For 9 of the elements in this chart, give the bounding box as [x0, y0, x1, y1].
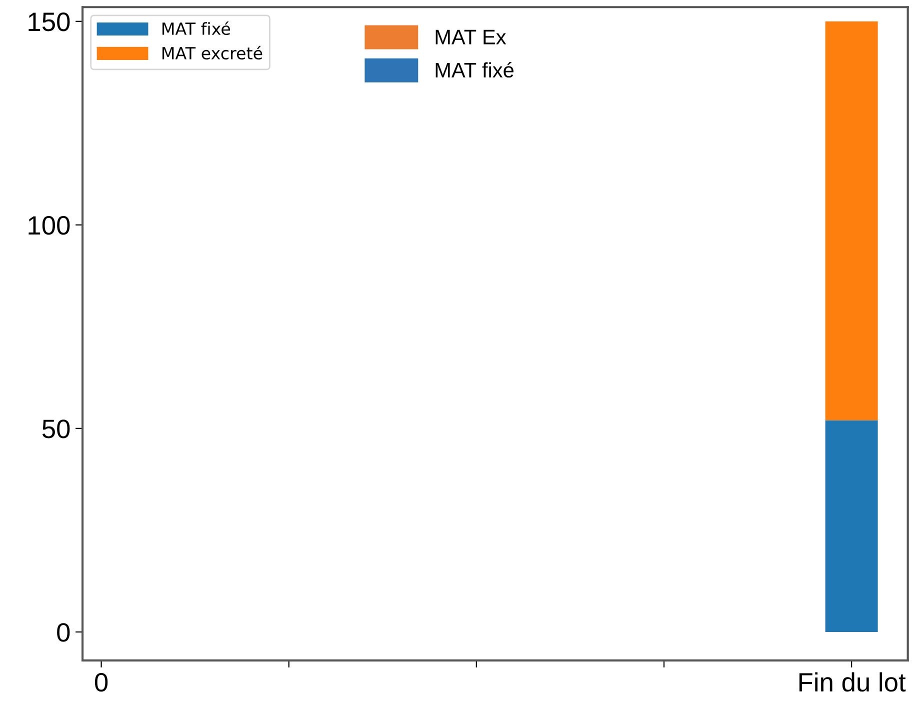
y-tick-label: 150 [28, 12, 70, 32]
legend-label: MAT Ex [436, 30, 506, 44]
x-tick-label: Fin du lot [799, 672, 906, 692]
legend-label: MAT fixé [436, 62, 514, 78]
legend-label: MAT excreté [162, 46, 262, 60]
y-tick-label: 50 [42, 420, 70, 438]
y-tick-label: 100 [28, 216, 70, 235]
legend-label: MAT fixé [162, 21, 230, 36]
y-tick-label: 0 [57, 623, 70, 642]
